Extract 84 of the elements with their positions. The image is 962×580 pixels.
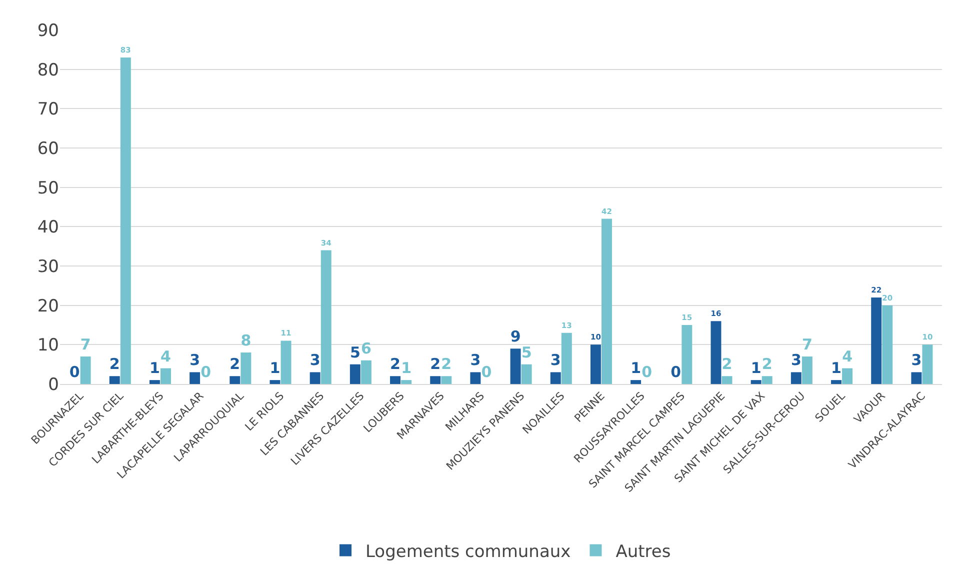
legend-label: Logements communaux bbox=[366, 542, 571, 562]
data-label: 6 bbox=[360, 339, 372, 358]
bar bbox=[750, 380, 762, 384]
y-tick-label: 20 bbox=[37, 296, 59, 316]
bar bbox=[762, 376, 772, 384]
bar bbox=[561, 332, 572, 384]
data-label: 3 bbox=[911, 351, 922, 370]
bar bbox=[80, 356, 91, 384]
data-label: 7 bbox=[80, 335, 91, 354]
bar bbox=[109, 376, 120, 384]
bar bbox=[360, 360, 372, 384]
bar bbox=[871, 297, 882, 384]
bar bbox=[602, 218, 612, 384]
y-tick-label: 70 bbox=[37, 100, 59, 120]
y-tick-label: 90 bbox=[37, 20, 59, 41]
bar bbox=[802, 356, 812, 384]
data-label: 1 bbox=[270, 359, 280, 378]
data-label: 3 bbox=[310, 351, 320, 370]
bar bbox=[240, 352, 252, 384]
bar bbox=[722, 376, 732, 384]
data-label: 5 bbox=[521, 343, 532, 362]
data-label: 1 bbox=[750, 359, 762, 378]
y-tick-label: 30 bbox=[37, 256, 59, 277]
data-label: 1 bbox=[149, 359, 160, 378]
bar bbox=[430, 376, 441, 384]
bar bbox=[550, 372, 561, 384]
bar bbox=[401, 380, 412, 384]
data-label: 4 bbox=[160, 347, 171, 366]
data-label: 7 bbox=[802, 335, 812, 354]
y-tick-label: 60 bbox=[37, 138, 59, 159]
bar bbox=[682, 325, 692, 384]
bar bbox=[521, 364, 532, 384]
y-tick-label: 50 bbox=[37, 178, 59, 198]
data-label: 2 bbox=[390, 355, 400, 374]
bar bbox=[470, 372, 481, 384]
data-label: 3 bbox=[470, 351, 481, 370]
bar bbox=[160, 368, 171, 384]
data-label: 2 bbox=[441, 355, 452, 374]
data-label: 9 bbox=[510, 328, 521, 346]
bar bbox=[842, 368, 853, 384]
data-label: 2 bbox=[230, 355, 240, 374]
bar bbox=[441, 376, 452, 384]
bar bbox=[230, 376, 240, 384]
bar bbox=[710, 321, 722, 384]
data-label: 1 bbox=[630, 359, 642, 378]
bar bbox=[280, 340, 292, 384]
data-label: 0 bbox=[670, 363, 682, 381]
legend-label: Autres bbox=[616, 542, 671, 562]
data-label: 3 bbox=[790, 351, 802, 370]
data-label: 2 bbox=[430, 355, 441, 374]
data-label: 2 bbox=[109, 355, 120, 374]
bar bbox=[350, 364, 360, 384]
bar bbox=[310, 372, 320, 384]
data-label: 0 bbox=[69, 363, 80, 381]
y-tick-label: 0 bbox=[48, 374, 59, 395]
y-tick-label: 10 bbox=[37, 336, 59, 356]
data-label: 2 bbox=[762, 355, 772, 374]
bar bbox=[190, 372, 200, 384]
bar bbox=[270, 380, 280, 384]
bar bbox=[590, 344, 601, 384]
bar bbox=[390, 376, 400, 384]
bar bbox=[831, 380, 842, 384]
data-label: 3 bbox=[190, 351, 200, 370]
data-label: 3 bbox=[550, 351, 561, 370]
bar bbox=[320, 250, 332, 384]
bar bbox=[120, 58, 131, 384]
data-label: 2 bbox=[722, 355, 732, 374]
bar bbox=[911, 372, 922, 384]
bar bbox=[630, 380, 642, 384]
bar bbox=[922, 344, 933, 384]
data-label: 5 bbox=[350, 343, 360, 362]
bar bbox=[882, 305, 893, 384]
data-label: 0 bbox=[642, 363, 652, 381]
data-label: 8 bbox=[240, 332, 252, 350]
data-label: 4 bbox=[842, 347, 853, 366]
y-tick-label: 80 bbox=[37, 60, 59, 80]
data-label: 0 bbox=[200, 363, 212, 381]
bar bbox=[510, 348, 521, 384]
bar bbox=[790, 372, 802, 384]
data-label: 1 bbox=[401, 359, 412, 378]
bar bbox=[149, 380, 160, 384]
data-label: 0 bbox=[481, 363, 492, 381]
data-label: 1 bbox=[831, 359, 842, 378]
y-tick-label: 40 bbox=[37, 218, 59, 238]
